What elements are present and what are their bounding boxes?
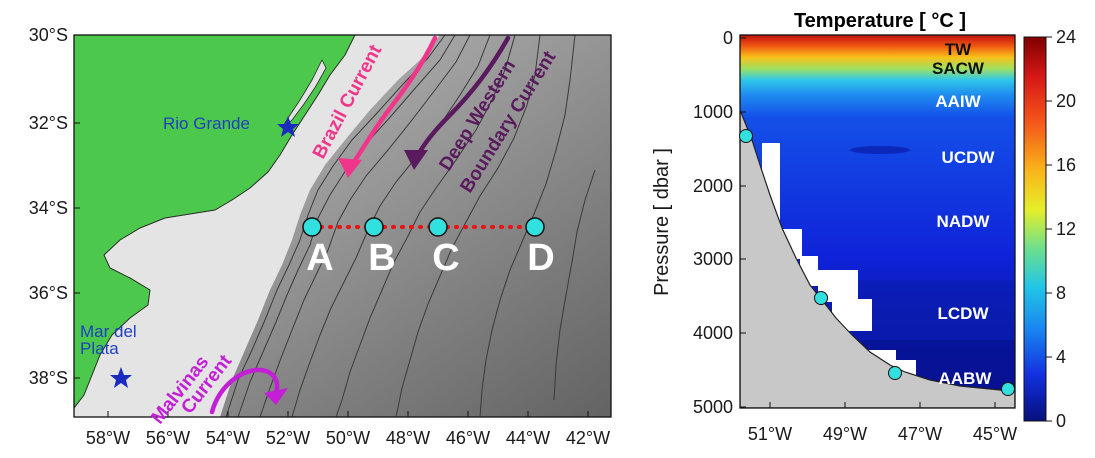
- station-label: D: [527, 237, 554, 279]
- pressure-axis: 0 1000 2000 3000 4000 5000 Pressure [ db…: [651, 28, 746, 417]
- colorbar-tick: 0: [1056, 411, 1066, 431]
- station-label: B: [368, 237, 395, 279]
- colorbar-tick: 8: [1056, 283, 1066, 303]
- ucdw-core: [850, 146, 910, 154]
- malvinas-arrow: [209, 367, 280, 415]
- section-lon-tick: 49°W: [823, 424, 867, 444]
- colorbar-tick: 4: [1056, 347, 1066, 367]
- section-lon-axis: 51°W 49°W 47°W 45°W: [748, 402, 1017, 444]
- section-lon-tick: 51°W: [748, 424, 792, 444]
- lon-tick: 44°W: [506, 428, 550, 448]
- star-icon: [277, 116, 299, 137]
- lat-tick: 32°S: [29, 113, 68, 133]
- station-marker: [739, 129, 753, 143]
- colorbar-gradient: [1023, 36, 1047, 422]
- place-mar-del-plata: Mar del Plata: [80, 322, 137, 388]
- section-frame: [739, 34, 1016, 409]
- map-frame: [73, 34, 612, 418]
- water-mass-label: TW: [945, 40, 972, 59]
- pressure-tick: 1000: [693, 102, 733, 122]
- map-lon-axis: 58°W 56°W 54°W 52°W 50°W 48°W 46°W 44°W …: [86, 411, 610, 448]
- water-mass-label: AAIW: [935, 92, 981, 111]
- station-marker: [428, 217, 448, 237]
- arrowhead-icon: [338, 158, 362, 178]
- lat-tick: 34°S: [29, 198, 68, 218]
- colorbar-tick: 12: [1056, 219, 1076, 239]
- pressure-tick: 4000: [693, 323, 733, 343]
- pressure-tick: 3000: [693, 249, 733, 269]
- lon-tick: 58°W: [86, 428, 130, 448]
- lon-tick: 52°W: [266, 428, 310, 448]
- arrowhead-icon: [264, 388, 288, 405]
- dwbc-arrow: [415, 35, 511, 158]
- station-marker: [1001, 382, 1015, 396]
- station-marker: [814, 291, 828, 305]
- water-mass-label: SACW: [932, 59, 985, 78]
- water-mass-label: LCDW: [938, 304, 990, 323]
- station-marker: [525, 217, 545, 237]
- colorbar: 24 20 16 12 8 4 0: [1023, 27, 1076, 431]
- pressure-axis-label: Pressure [ dbar ]: [651, 148, 673, 296]
- station-marker: [888, 366, 902, 380]
- lat-tick: 36°S: [29, 283, 68, 303]
- section-lon-tick: 47°W: [898, 424, 942, 444]
- place-rio-grande: Rio Grande: [163, 114, 299, 137]
- map-panel: 30°S 32°S 34°S 36°S 38°S 58°W 56°W 54°W …: [29, 25, 612, 448]
- lat-tick: 30°S: [29, 25, 68, 45]
- station-marker: [302, 217, 322, 237]
- lon-tick: 46°W: [446, 428, 490, 448]
- lon-tick: 48°W: [386, 428, 430, 448]
- section-panel: Temperature [ °C ]: [651, 10, 1076, 444]
- brazil-current-arrow: [349, 35, 438, 168]
- lat-tick: 38°S: [29, 368, 68, 388]
- water-mass-label: AABW: [939, 369, 993, 388]
- section-lon-tick: 45°W: [973, 424, 1017, 444]
- place-label: Rio Grande: [163, 114, 250, 133]
- arrowhead-icon: [404, 150, 428, 170]
- transect: A B C D: [302, 217, 555, 279]
- colorbar-tick: 24: [1056, 27, 1076, 47]
- lon-tick: 54°W: [206, 428, 250, 448]
- pressure-tick: 5000: [693, 397, 733, 417]
- colorbar-tick: 20: [1056, 91, 1076, 111]
- station-label: A: [306, 237, 333, 279]
- place-label: Plata: [80, 339, 119, 358]
- water-mass-label: NADW: [937, 212, 991, 231]
- lon-tick: 42°W: [566, 428, 610, 448]
- pressure-tick: 2000: [693, 176, 733, 196]
- station-marker: [364, 217, 384, 237]
- pressure-tick: 0: [723, 28, 733, 48]
- lon-tick: 56°W: [146, 428, 190, 448]
- lon-tick: 50°W: [326, 428, 370, 448]
- bathymetry-contours: [225, 35, 596, 417]
- map-lat-axis: 30°S 32°S 34°S 36°S 38°S: [29, 25, 80, 388]
- section-title: Temperature [ °C ]: [794, 10, 966, 32]
- water-mass-label: UCDW: [942, 148, 996, 167]
- star-icon: [110, 367, 132, 388]
- place-label: Mar del: [80, 322, 137, 341]
- station-label: C: [432, 237, 459, 279]
- colorbar-tick: 16: [1056, 155, 1076, 175]
